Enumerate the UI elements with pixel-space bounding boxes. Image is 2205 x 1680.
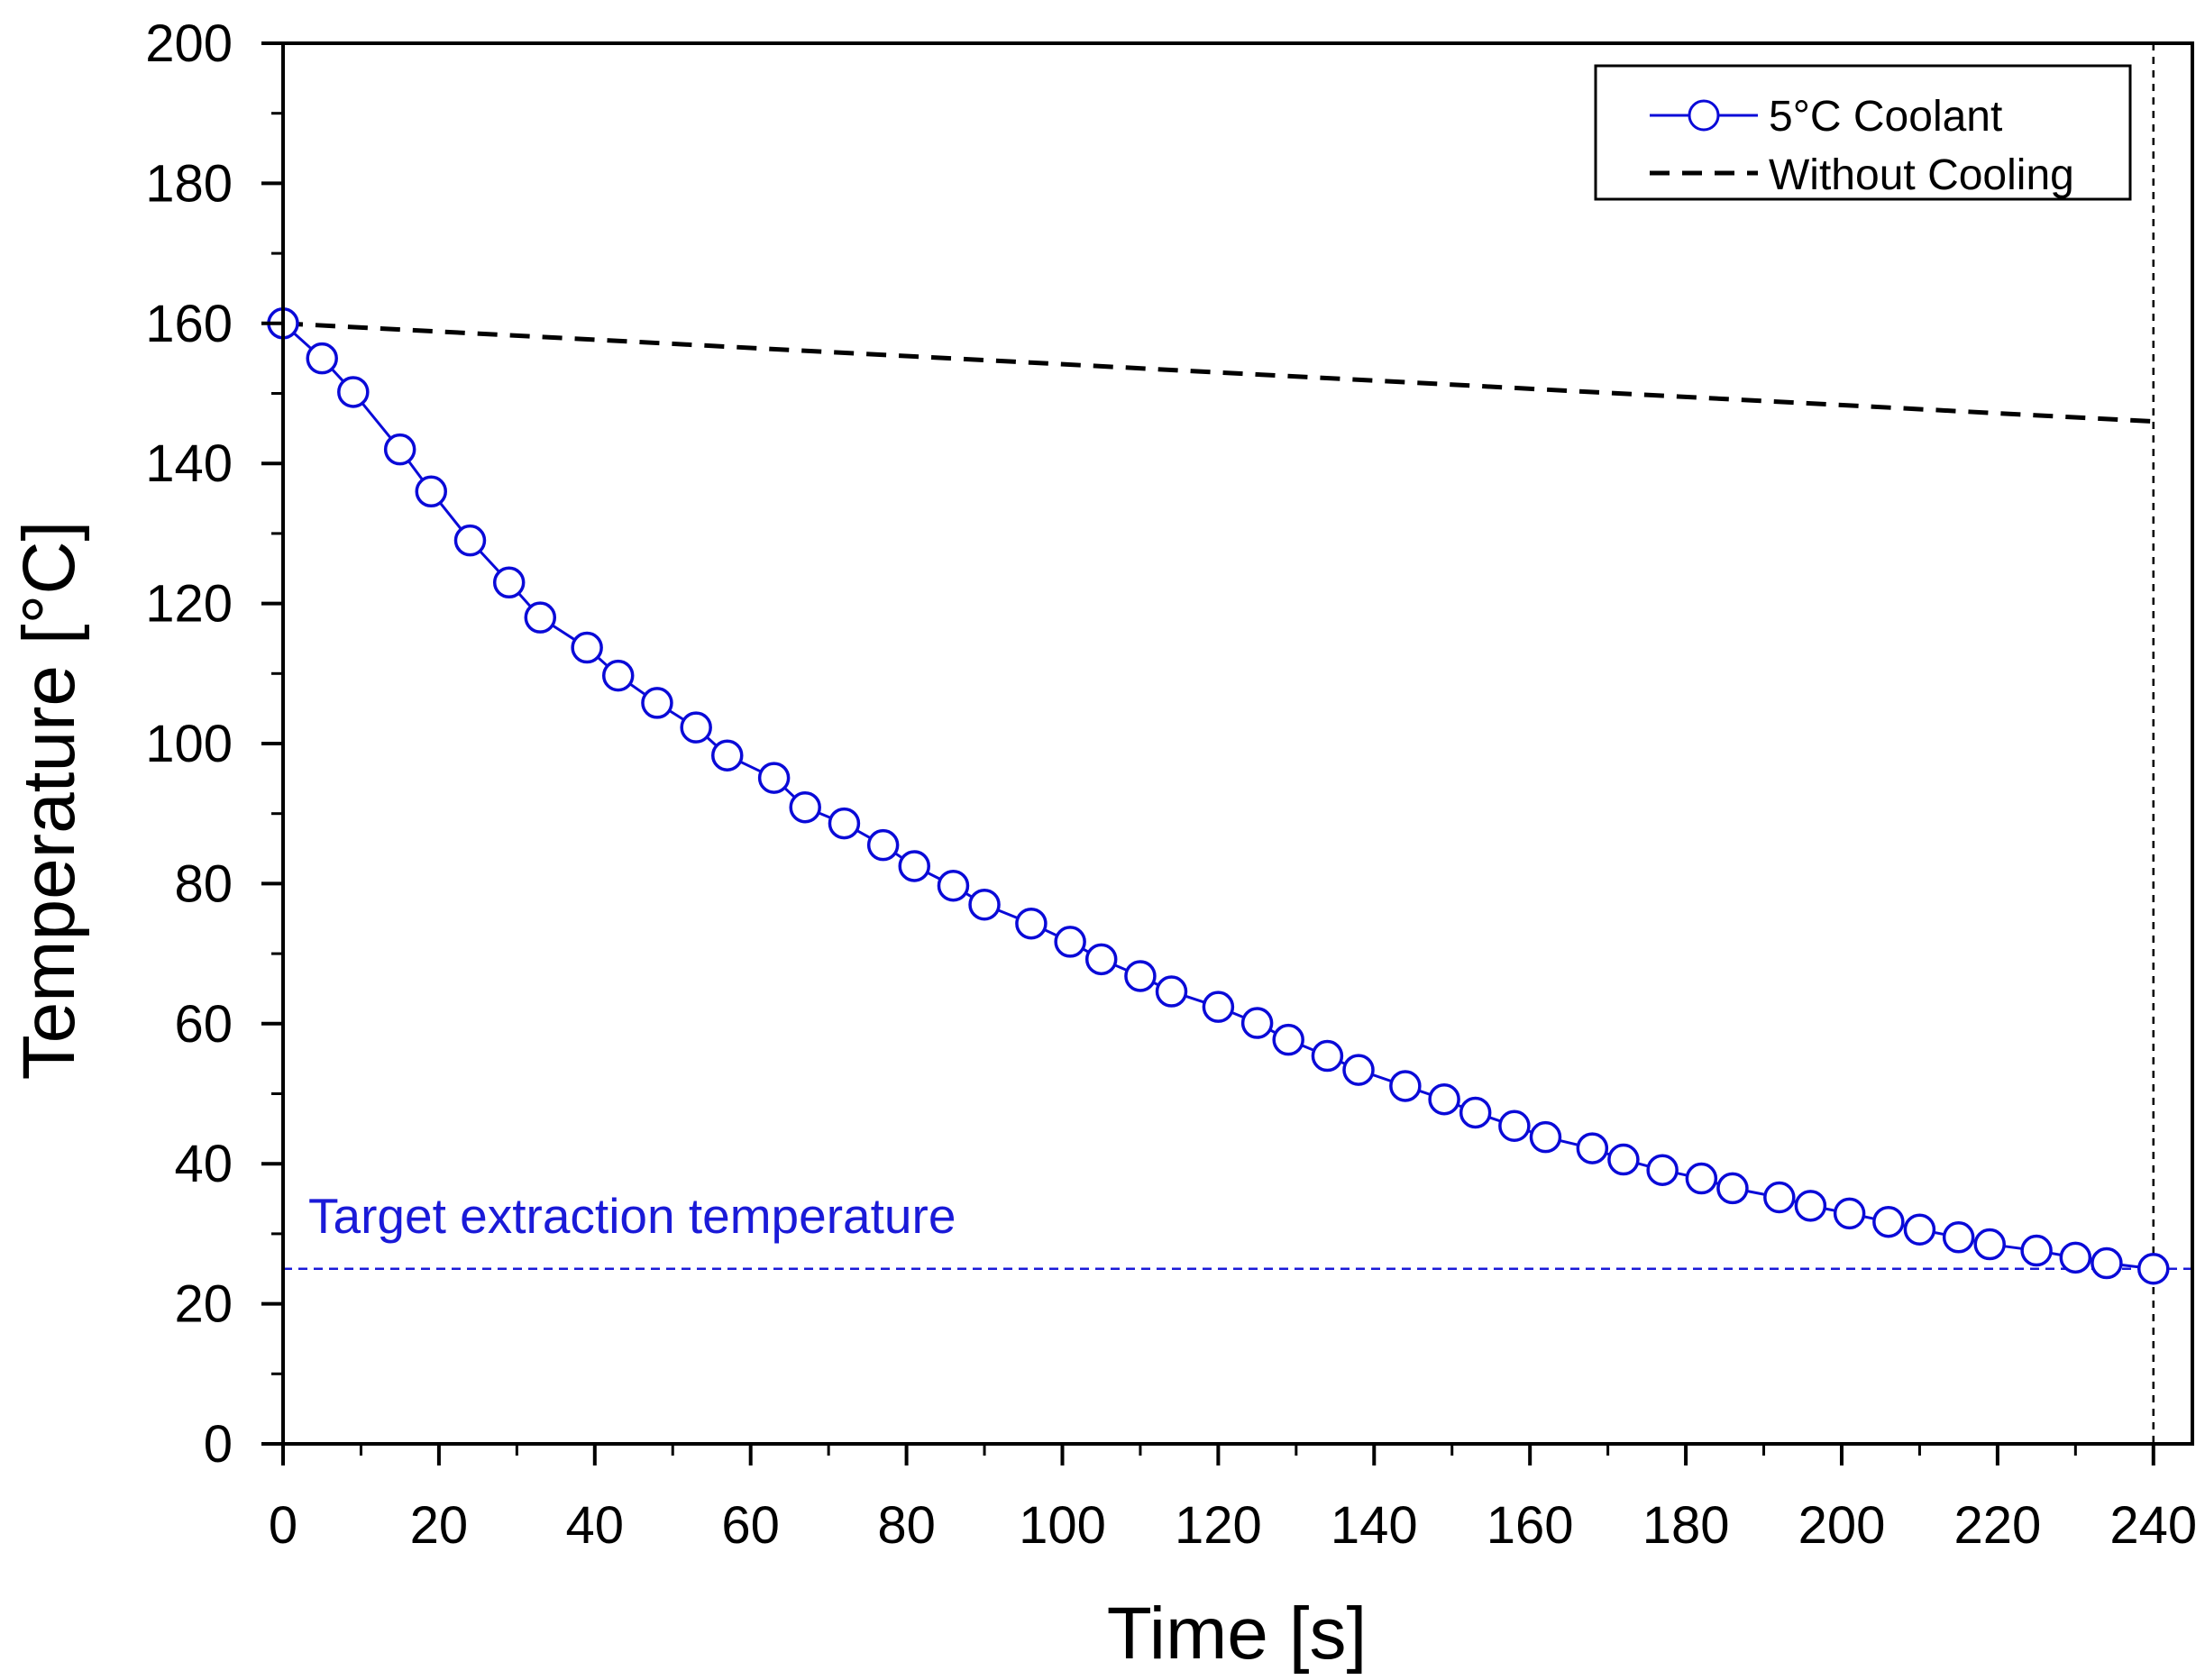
legend-label-coolant: 5°C Coolant	[1769, 93, 2002, 141]
y-tick-label: 200	[145, 14, 233, 73]
coolant-data-point	[1389, 1070, 1422, 1102]
coolant-data-point	[571, 631, 603, 664]
x-tick-label: 0	[269, 1496, 297, 1555]
coolant-data-point	[680, 711, 712, 744]
x-axis-tick-labels: 0 20 40 60 80 100 120 140 160 180 200 220 240	[269, 1496, 2197, 1555]
x-tick-label: 140	[1331, 1496, 1418, 1555]
coolant-data-point	[711, 739, 744, 772]
series-coolant-line	[281, 322, 2154, 1271]
x-tick-label: 60	[721, 1496, 780, 1555]
legend-box	[1594, 64, 2132, 201]
coolant-data-point	[789, 790, 821, 824]
x-tick-label: 100	[1019, 1496, 1106, 1555]
target-temperature-annotation: Target extraction temperature	[308, 1188, 956, 1244]
series-layer	[267, 307, 2170, 1285]
x-tick-label: 40	[566, 1496, 625, 1555]
coolant-data-point	[1646, 1154, 1679, 1186]
coolant-data-point	[383, 433, 416, 466]
y-tick-label: 0	[204, 1415, 233, 1474]
coolant-data-point	[1576, 1132, 1609, 1164]
coolant-data-point	[641, 687, 673, 719]
coolant-data-point	[757, 762, 791, 794]
y-tick-label: 80	[174, 854, 233, 913]
coolant-data-point	[1015, 907, 1048, 940]
y-axis-title: Temperature [°C]	[8, 521, 90, 1081]
y-tick-label: 160	[145, 295, 233, 353]
x-axis-ticks	[281, 1444, 2155, 1465]
coolant-data-point	[1903, 1213, 1936, 1246]
y-tick-label: 180	[145, 154, 233, 213]
x-tick-label: 220	[1953, 1496, 2041, 1555]
coolant-data-point	[601, 659, 635, 692]
coolant-data-point	[1459, 1096, 1492, 1129]
coolant-data-point	[1498, 1109, 1531, 1142]
y-tick-label: 40	[174, 1135, 233, 1193]
x-tick-label: 160	[1487, 1496, 1574, 1555]
coolant-data-point	[1942, 1221, 1975, 1254]
coolant-data-point	[1311, 1039, 1344, 1073]
legend-swatch-coolant-marker	[1688, 99, 1720, 132]
coolant-data-point	[937, 869, 970, 902]
x-tick-label: 120	[1175, 1496, 1262, 1555]
coolant-data-point	[306, 342, 338, 375]
y-tick-label: 140	[145, 434, 233, 493]
coolant-data-point	[524, 601, 557, 634]
coolant-data-point	[866, 828, 900, 862]
coolant-data-point	[1240, 1007, 1274, 1039]
coolant-data-point	[1084, 943, 1118, 976]
coolant-data-point	[1342, 1054, 1375, 1086]
coolant-data-point	[1685, 1162, 1718, 1195]
coolant-data-point	[1833, 1197, 1866, 1230]
y-tick-label: 100	[145, 715, 233, 773]
y-axis-ticks	[261, 41, 283, 1446]
coolant-data-point	[492, 566, 526, 599]
coolant-data-point	[2020, 1234, 2053, 1267]
x-axis-title: Time [s]	[1107, 1593, 1368, 1675]
reference-lines	[283, 43, 2192, 1444]
coolant-data-point	[1155, 975, 1188, 1008]
coolant-data-point	[1763, 1181, 1796, 1214]
coolant-data-point	[1124, 960, 1157, 992]
coolant-data-point	[1428, 1082, 1460, 1116]
coolant-data-point	[453, 524, 487, 557]
series-without-cooling-line	[282, 321, 2154, 425]
coolant-data-point	[1607, 1143, 1640, 1176]
coolant-data-point	[1202, 991, 1235, 1023]
x-tick-label: 20	[410, 1496, 469, 1555]
y-tick-label: 120	[145, 575, 233, 634]
coolant-data-point	[415, 475, 448, 508]
coolant-data-point	[1716, 1172, 1749, 1205]
x-tick-label: 180	[1642, 1496, 1730, 1555]
coolant-data-point	[1973, 1228, 2006, 1261]
coolant-data-point	[2059, 1241, 2092, 1274]
coolant-data-point	[1054, 926, 1086, 958]
coolant-data-point	[337, 376, 370, 408]
x-tick-label: 200	[1798, 1496, 1886, 1555]
y-tick-label: 20	[174, 1275, 233, 1334]
legend: 5°C Coolant Without Cooling	[1594, 64, 2132, 201]
coolant-data-point	[968, 888, 1001, 921]
coolant-data-point	[1794, 1190, 1827, 1222]
coolant-data-point	[2091, 1246, 2123, 1280]
y-axis-tick-labels: 0 20 40 60 80 100 120 140 160 180 200	[145, 14, 233, 1474]
coolant-data-point	[828, 807, 861, 840]
coolant-data-point	[1529, 1120, 1562, 1154]
legend-label-without-cooling: Without Cooling	[1769, 151, 2074, 199]
coolant-data-point	[2137, 1253, 2170, 1285]
coolant-data-point	[898, 850, 930, 882]
x-tick-label: 240	[2109, 1496, 2197, 1555]
coolant-data-point	[1272, 1023, 1304, 1056]
coolant-data-point	[1872, 1205, 1905, 1238]
x-tick-label: 80	[877, 1496, 936, 1555]
y-tick-label: 60	[174, 995, 233, 1054]
